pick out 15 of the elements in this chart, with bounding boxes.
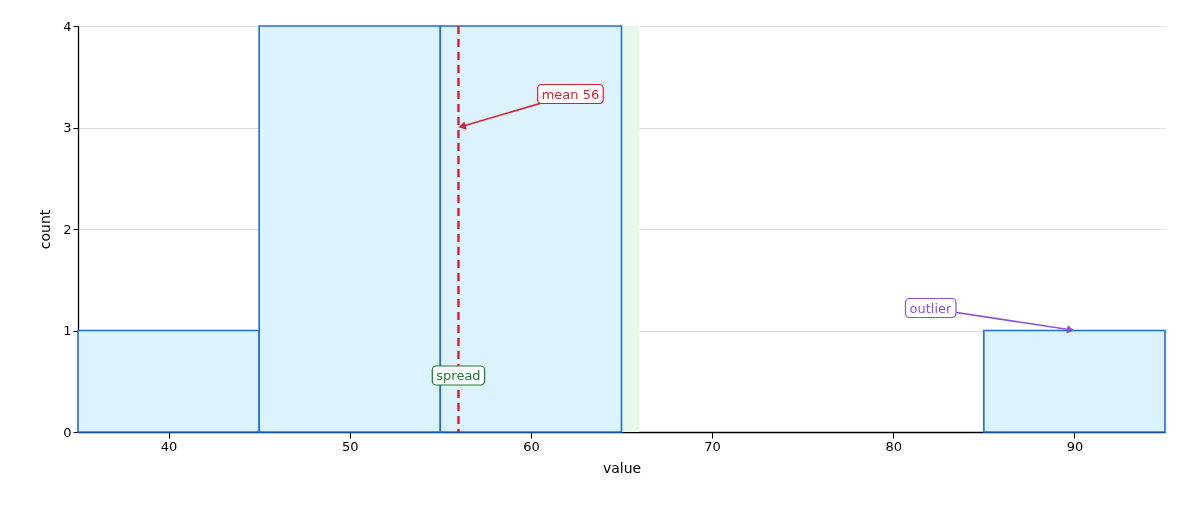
- y-tick-label: 4: [63, 18, 72, 34]
- y-tick-label: 2: [63, 221, 72, 237]
- x-tick-label: 40: [160, 438, 178, 454]
- x-axis-title: value: [602, 459, 642, 476]
- y-axis-title: count: [37, 209, 54, 250]
- y-tick-label: 0: [63, 424, 72, 440]
- y-tick-label: 3: [63, 120, 72, 135]
- x-tick-label: 70: [704, 438, 721, 454]
- x-tick-label: 60: [523, 438, 540, 454]
- x-tick-label: 50: [341, 438, 359, 454]
- x-tick-label: 80: [885, 438, 903, 454]
- annotation: outlier: [909, 300, 952, 316]
- y-tick-label: 1: [63, 323, 72, 338]
- x-tick-label: 90: [1066, 438, 1084, 454]
- band-label: spread: [436, 368, 481, 383]
